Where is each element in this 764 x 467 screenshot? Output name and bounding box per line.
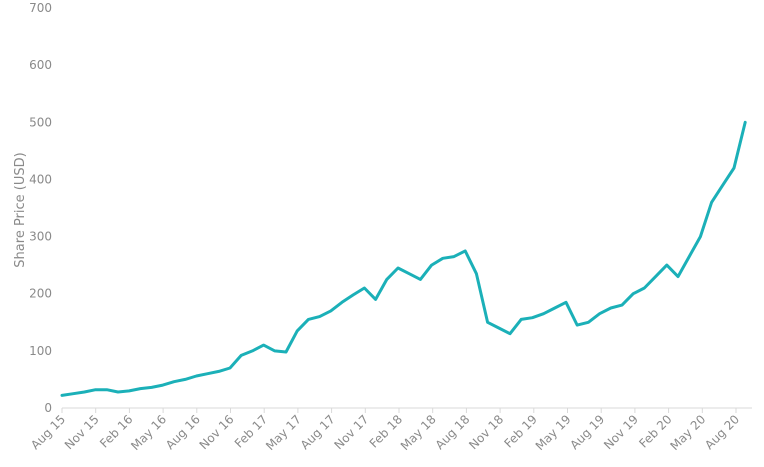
y-tick-label: 400 bbox=[29, 172, 52, 186]
y-tick-label: 200 bbox=[29, 287, 52, 301]
y-tick-label: 0 bbox=[44, 401, 52, 415]
y-tick-label: 300 bbox=[29, 230, 52, 244]
y-tick-label: 700 bbox=[29, 1, 52, 15]
x-tick-label: Nov 15 bbox=[62, 412, 102, 452]
x-tick-label: May 18 bbox=[398, 412, 439, 453]
y-tick-label: 500 bbox=[29, 115, 52, 129]
x-tick-label: Nov 17 bbox=[331, 412, 371, 452]
x-tick-label: Aug 15 bbox=[28, 412, 68, 452]
y-axis: 0 100 200 300 400 500 600 700 bbox=[29, 1, 52, 415]
y-tick-label: 100 bbox=[29, 344, 52, 358]
x-tick-label: Nov 19 bbox=[601, 412, 641, 452]
y-tick-label: 600 bbox=[29, 58, 52, 72]
x-tick-label: May 17 bbox=[263, 412, 304, 453]
y-axis-title: Share Price (USD) bbox=[13, 152, 28, 267]
x-tick-label: May 20 bbox=[667, 412, 708, 453]
x-tick-label: Aug 19 bbox=[567, 412, 607, 452]
x-tick-label: Aug 16 bbox=[163, 412, 203, 452]
x-tick-label: Nov 16 bbox=[197, 412, 237, 452]
x-tick-label: May 19 bbox=[533, 412, 574, 453]
share-price-line bbox=[60, 120, 747, 397]
x-tick-label: May 16 bbox=[128, 412, 169, 453]
x-tick-label: Aug 18 bbox=[433, 412, 473, 452]
x-tick-label: Aug 17 bbox=[298, 412, 338, 452]
x-tick-label: Nov 18 bbox=[466, 412, 506, 452]
x-tick-label: Aug 20 bbox=[702, 412, 742, 452]
series-layer bbox=[60, 120, 747, 397]
